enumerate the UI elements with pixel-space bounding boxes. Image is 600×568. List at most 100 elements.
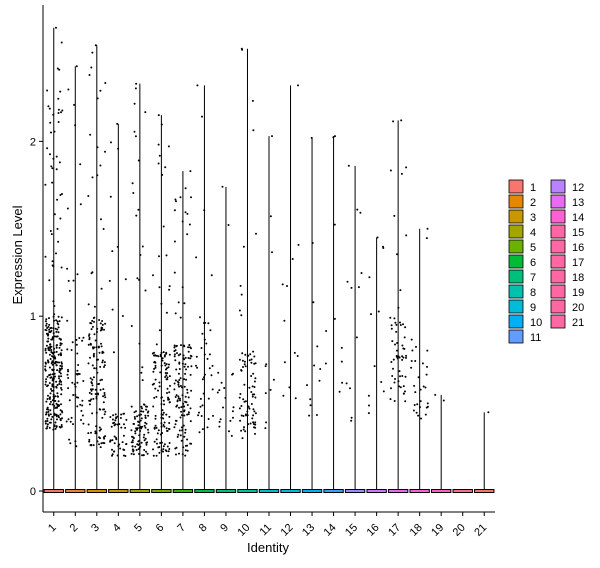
data-point	[90, 66, 93, 69]
data-point	[103, 437, 106, 440]
data-point	[340, 360, 343, 363]
data-point	[44, 369, 47, 372]
data-point	[160, 441, 163, 444]
data-point	[396, 349, 398, 352]
data-point	[88, 391, 91, 394]
data-point	[180, 414, 183, 417]
data-point	[103, 394, 106, 396]
data-point	[56, 369, 59, 372]
data-point	[92, 317, 95, 319]
data-point	[59, 338, 62, 341]
data-point	[154, 414, 157, 417]
data-point	[44, 380, 47, 383]
violin-body	[65, 489, 86, 494]
data-point	[399, 324, 402, 326]
data-point	[160, 425, 163, 428]
data-point	[165, 450, 168, 453]
data-point	[57, 353, 60, 356]
data-point	[56, 344, 58, 346]
data-point	[52, 315, 55, 318]
data-point	[117, 445, 120, 448]
data-point	[254, 423, 257, 426]
data-point	[195, 364, 197, 367]
data-point	[190, 389, 193, 392]
data-point	[57, 240, 60, 243]
data-point	[228, 430, 230, 433]
data-point	[111, 439, 114, 442]
data-point	[101, 323, 104, 326]
data-point	[59, 344, 62, 347]
data-point	[244, 353, 247, 356]
data-point	[197, 414, 200, 417]
data-point	[410, 360, 413, 362]
data-point	[48, 323, 51, 326]
data-point	[143, 424, 146, 427]
data-point	[142, 410, 145, 413]
data-point	[203, 338, 206, 341]
data-point	[93, 320, 95, 323]
data-point	[51, 181, 54, 184]
data-point	[187, 346, 190, 349]
data-point	[167, 454, 169, 457]
data-point	[118, 443, 121, 446]
data-point	[207, 397, 210, 400]
data-point	[101, 378, 103, 381]
data-point	[101, 361, 104, 364]
data-point	[47, 337, 50, 340]
data-point	[154, 424, 157, 427]
data-point	[402, 392, 405, 395]
data-point	[146, 405, 148, 408]
data-point	[48, 317, 50, 320]
data-point	[253, 386, 256, 388]
data-point	[173, 209, 176, 212]
data-point	[50, 326, 53, 329]
data-point	[370, 313, 372, 316]
data-point	[390, 327, 393, 330]
data-point	[51, 399, 54, 402]
data-point	[153, 367, 156, 370]
data-point	[46, 420, 49, 422]
legend-label: 14	[572, 212, 584, 224]
data-point	[182, 446, 185, 449]
data-point	[116, 454, 119, 457]
legend-item-8: 8	[508, 284, 536, 299]
data-point	[82, 422, 85, 425]
data-point	[184, 431, 187, 434]
violin-body	[301, 489, 323, 494]
data-point	[76, 352, 79, 355]
data-point	[159, 371, 162, 374]
data-point	[241, 437, 244, 440]
data-point	[254, 412, 257, 415]
data-point	[184, 187, 187, 190]
data-point	[244, 430, 247, 433]
data-point	[154, 378, 157, 381]
data-point	[221, 185, 224, 188]
data-point	[53, 213, 56, 216]
data-point	[97, 383, 100, 386]
data-point	[162, 225, 165, 228]
data-point	[163, 443, 166, 446]
data-point	[182, 354, 185, 357]
data-point	[419, 400, 422, 403]
data-point	[251, 395, 254, 398]
data-point	[60, 383, 63, 386]
data-point	[184, 428, 187, 431]
data-point	[60, 367, 63, 370]
data-point	[147, 431, 150, 434]
data-point	[111, 308, 114, 311]
x-tick-label: 13	[300, 522, 317, 539]
data-point	[146, 452, 149, 455]
data-point	[44, 420, 47, 423]
data-point	[51, 368, 54, 371]
data-point	[51, 360, 54, 363]
data-point	[51, 415, 54, 418]
data-point	[61, 410, 63, 413]
data-point	[98, 351, 101, 354]
data-point	[53, 335, 56, 338]
data-point	[48, 398, 51, 400]
data-point	[72, 279, 75, 282]
data-point	[253, 380, 256, 383]
data-point	[179, 196, 182, 199]
data-point	[173, 355, 176, 358]
violin-group-1	[43, 26, 64, 494]
